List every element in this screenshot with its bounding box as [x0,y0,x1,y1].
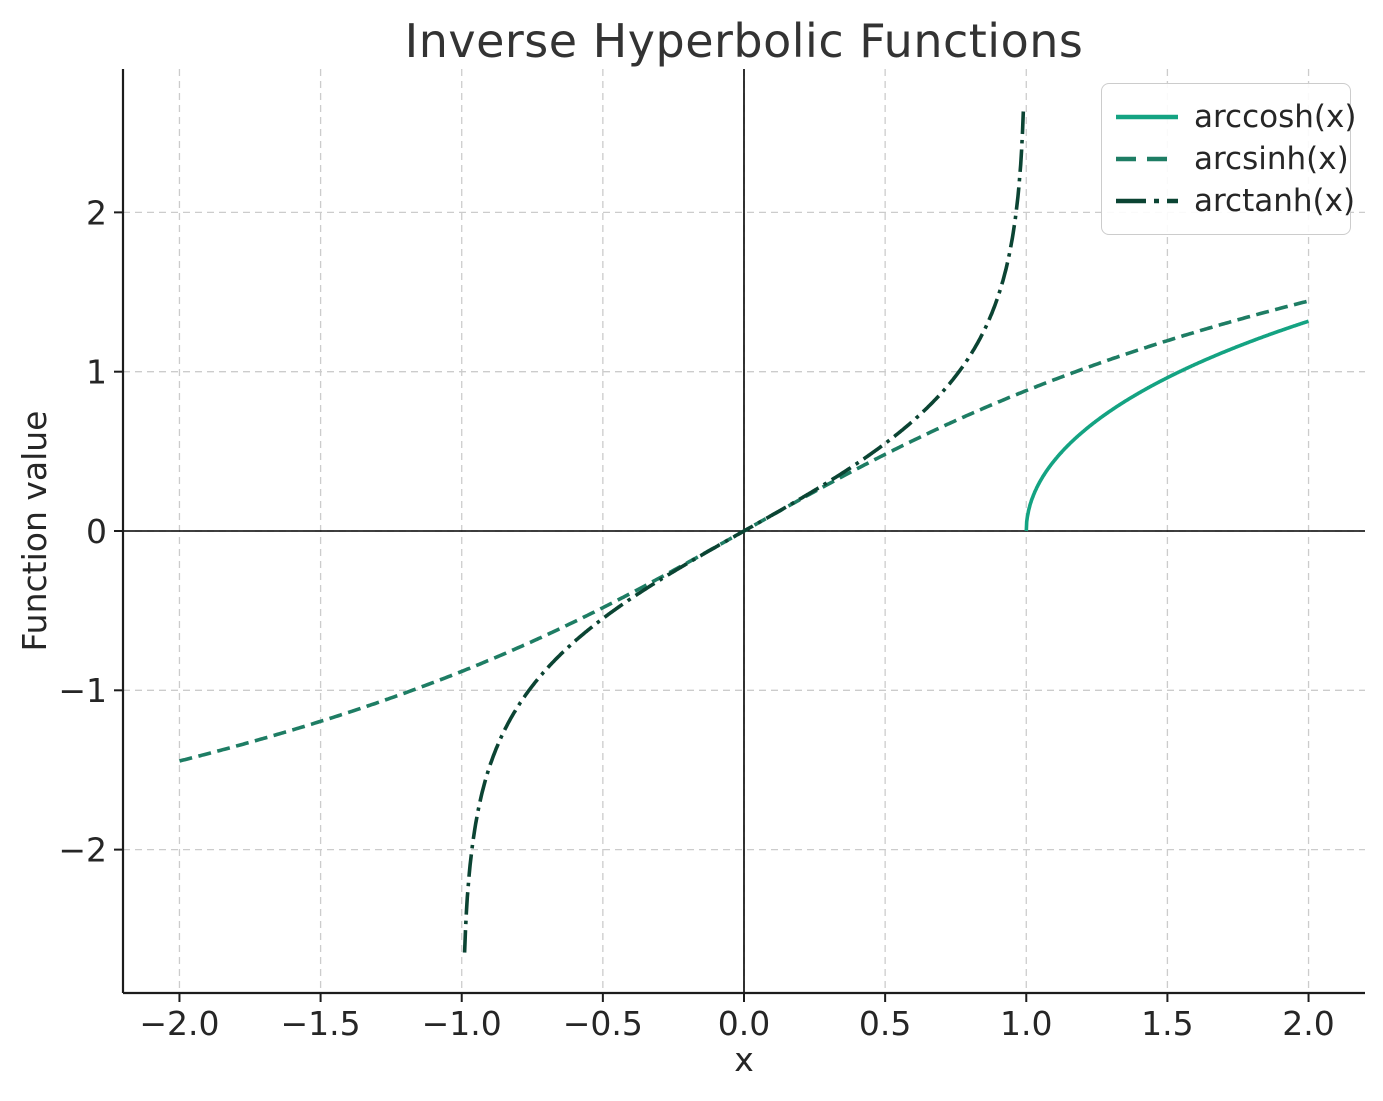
series-line-atanh [462,109,1026,953]
x-tick-label: 1.5 [1141,1004,1193,1043]
y-tick-label: 1 [86,353,107,392]
legend-label: arccosh(x) [1194,99,1357,135]
x-tick-label: 0.0 [718,1004,770,1043]
series-line-acosh [1024,319,1309,532]
y-tick-label: −2 [58,831,107,870]
legend-line-dashed-icon [1116,156,1178,162]
x-tick-label: −0.5 [563,1004,643,1043]
legend-label: arctanh(x) [1194,183,1356,219]
x-axis-label: x [734,1040,754,1079]
legend-item-arctanh: arctanh(x) [1116,180,1355,222]
legend-line-dashdot-icon [1116,198,1178,204]
legend-item-arccosh: arccosh(x) [1116,96,1356,138]
x-tick-label: −2.0 [139,1004,219,1043]
x-tick-label: 2.0 [1282,1004,1334,1043]
x-tick-label: 1.0 [1000,1004,1052,1043]
x-tick-label: −1.5 [281,1004,361,1043]
legend-item-arcsinh: arcsinh(x) [1116,138,1349,180]
y-tick-label: −1 [58,671,107,710]
x-tick-label: −1.0 [422,1004,502,1043]
y-axis-label: Function value [15,410,54,652]
chart-title: Inverse Hyperbolic Functions [404,14,1084,68]
legend-label: arcsinh(x) [1194,141,1349,177]
y-tick-label: 0 [86,512,107,551]
y-tick-label: 2 [86,193,107,232]
legend: arccosh(x) arcsinh(x) arctanh(x) [1101,83,1356,235]
x-tick-label: 0.5 [859,1004,911,1043]
legend-line-solid-icon [1116,114,1178,120]
